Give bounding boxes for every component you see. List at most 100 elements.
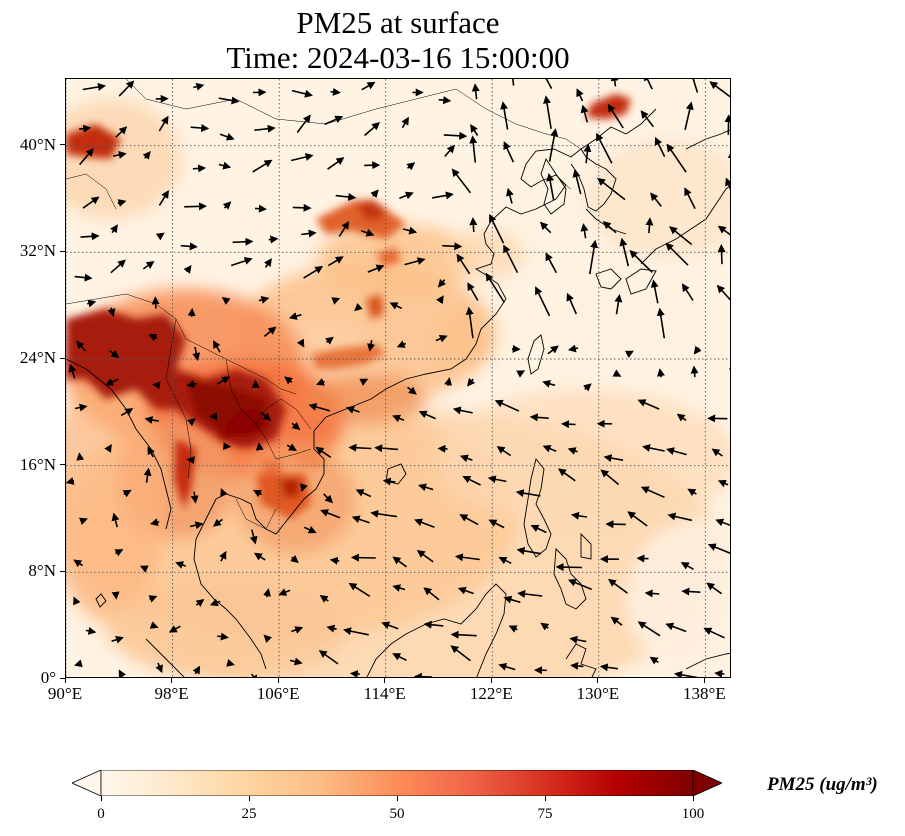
wind-arrow <box>392 414 405 423</box>
wind-arrow <box>539 221 552 234</box>
wind-arrow <box>567 344 579 353</box>
wind-arrow <box>183 265 192 274</box>
wind-arrow <box>444 144 455 158</box>
wind-arrow <box>443 131 468 140</box>
lat-tick-label: 8°N <box>28 561 56 581</box>
wind-arrow <box>327 256 344 267</box>
wind-arrow <box>392 584 406 592</box>
wind-arrow <box>418 483 434 492</box>
wind-arrow <box>687 488 697 497</box>
wind-arrow <box>436 295 444 305</box>
wind-arrow <box>487 475 507 484</box>
wind-arrow <box>296 338 305 348</box>
wind-arrow <box>681 587 701 596</box>
wind-arrow <box>654 136 666 157</box>
wind-arrow <box>367 339 375 352</box>
wind-arrow <box>542 444 557 453</box>
wind-arrow <box>512 79 515 86</box>
wind-arrow <box>462 475 481 486</box>
wind-arrow <box>729 367 730 377</box>
wind-arrow <box>471 83 480 100</box>
wind-arrow <box>644 589 660 598</box>
wind-arrow <box>360 229 375 237</box>
wind-arrow <box>450 645 471 662</box>
wind-arrow <box>192 346 201 361</box>
wind-arrow <box>187 307 196 317</box>
wind-arrow <box>650 192 662 207</box>
wind-arrow <box>469 135 478 163</box>
lon-tick-mark <box>384 678 386 683</box>
colorbar-tick-label: 50 <box>389 806 405 822</box>
wind-arrow <box>73 559 84 568</box>
lon-tick-label: 130°E <box>576 684 620 703</box>
wind-arrow <box>602 221 617 234</box>
wind-arrow <box>152 381 161 390</box>
wind-arrow <box>76 340 87 352</box>
colorbar-tick-mark <box>100 796 102 801</box>
wind-arrow <box>73 596 81 606</box>
wind-arrow <box>315 446 332 458</box>
wind-arrow <box>74 659 83 668</box>
wind-arrow <box>291 421 301 431</box>
wind-arrow <box>392 556 407 568</box>
wind-arrow <box>529 413 549 422</box>
wind-arrow <box>640 110 655 128</box>
wind-arrow <box>86 299 97 308</box>
wind-arrow <box>221 296 231 305</box>
wind-arrow <box>382 477 396 486</box>
wind-arrow <box>603 454 624 463</box>
wind-arrow <box>308 403 331 412</box>
wind-arrow <box>364 122 381 137</box>
wind-arrow <box>348 582 371 597</box>
wind-arrow <box>637 621 661 637</box>
pm25-field <box>66 79 730 677</box>
wind-arrow <box>186 380 197 388</box>
wind-arrow <box>545 252 558 274</box>
wind-arrow <box>667 512 692 522</box>
wind-arrow <box>402 226 418 235</box>
wind-arrow <box>515 489 541 498</box>
wind-arrow <box>452 406 473 415</box>
wind-arrow <box>438 96 452 105</box>
wind-arrow <box>583 383 592 392</box>
wind-arrow <box>716 284 730 301</box>
wind-arrow <box>155 662 163 674</box>
wind-arrow <box>636 554 649 563</box>
wind-arrow <box>392 653 407 662</box>
wind-arrow <box>707 543 730 554</box>
wind-arrow <box>629 249 653 273</box>
wind-arrow <box>610 79 619 87</box>
wind-arrow <box>567 447 578 455</box>
wind-arrow <box>118 80 135 97</box>
wind-arrow <box>709 81 730 98</box>
wind-arrow <box>599 663 619 672</box>
wind-arrow <box>187 418 196 427</box>
lon-tick-label: 106°E <box>256 684 300 703</box>
wind-arrow <box>450 630 477 639</box>
wind-arrow <box>576 88 584 102</box>
wind-arrow <box>111 512 120 528</box>
wind-arrow <box>268 235 279 244</box>
colorbar-label: PM25 (ug/m³) <box>767 774 878 795</box>
wind-arrow <box>327 157 345 170</box>
wind-arrow <box>657 368 665 378</box>
lon-tick-label: 114°E <box>363 684 406 703</box>
wind-arrow <box>503 595 521 604</box>
lon-tick-mark <box>703 678 705 683</box>
wind-arrow <box>290 153 314 162</box>
wind-arrow <box>406 162 416 171</box>
wind-arrow <box>596 132 613 164</box>
wind-arrow <box>318 650 339 665</box>
wind-arrow <box>547 345 559 355</box>
colorbar-tick-mark <box>248 796 250 801</box>
wind-arrow <box>254 204 267 213</box>
wind-arrow <box>345 406 360 414</box>
wind-arrow <box>325 336 334 345</box>
wind-arrow <box>459 454 473 463</box>
wind-arrow <box>717 225 730 236</box>
wind-arrow <box>66 477 75 485</box>
wind-arrow <box>470 124 479 136</box>
wind-arrow <box>114 549 124 557</box>
wind-arrow <box>676 413 687 422</box>
wind-arrow <box>349 670 360 677</box>
